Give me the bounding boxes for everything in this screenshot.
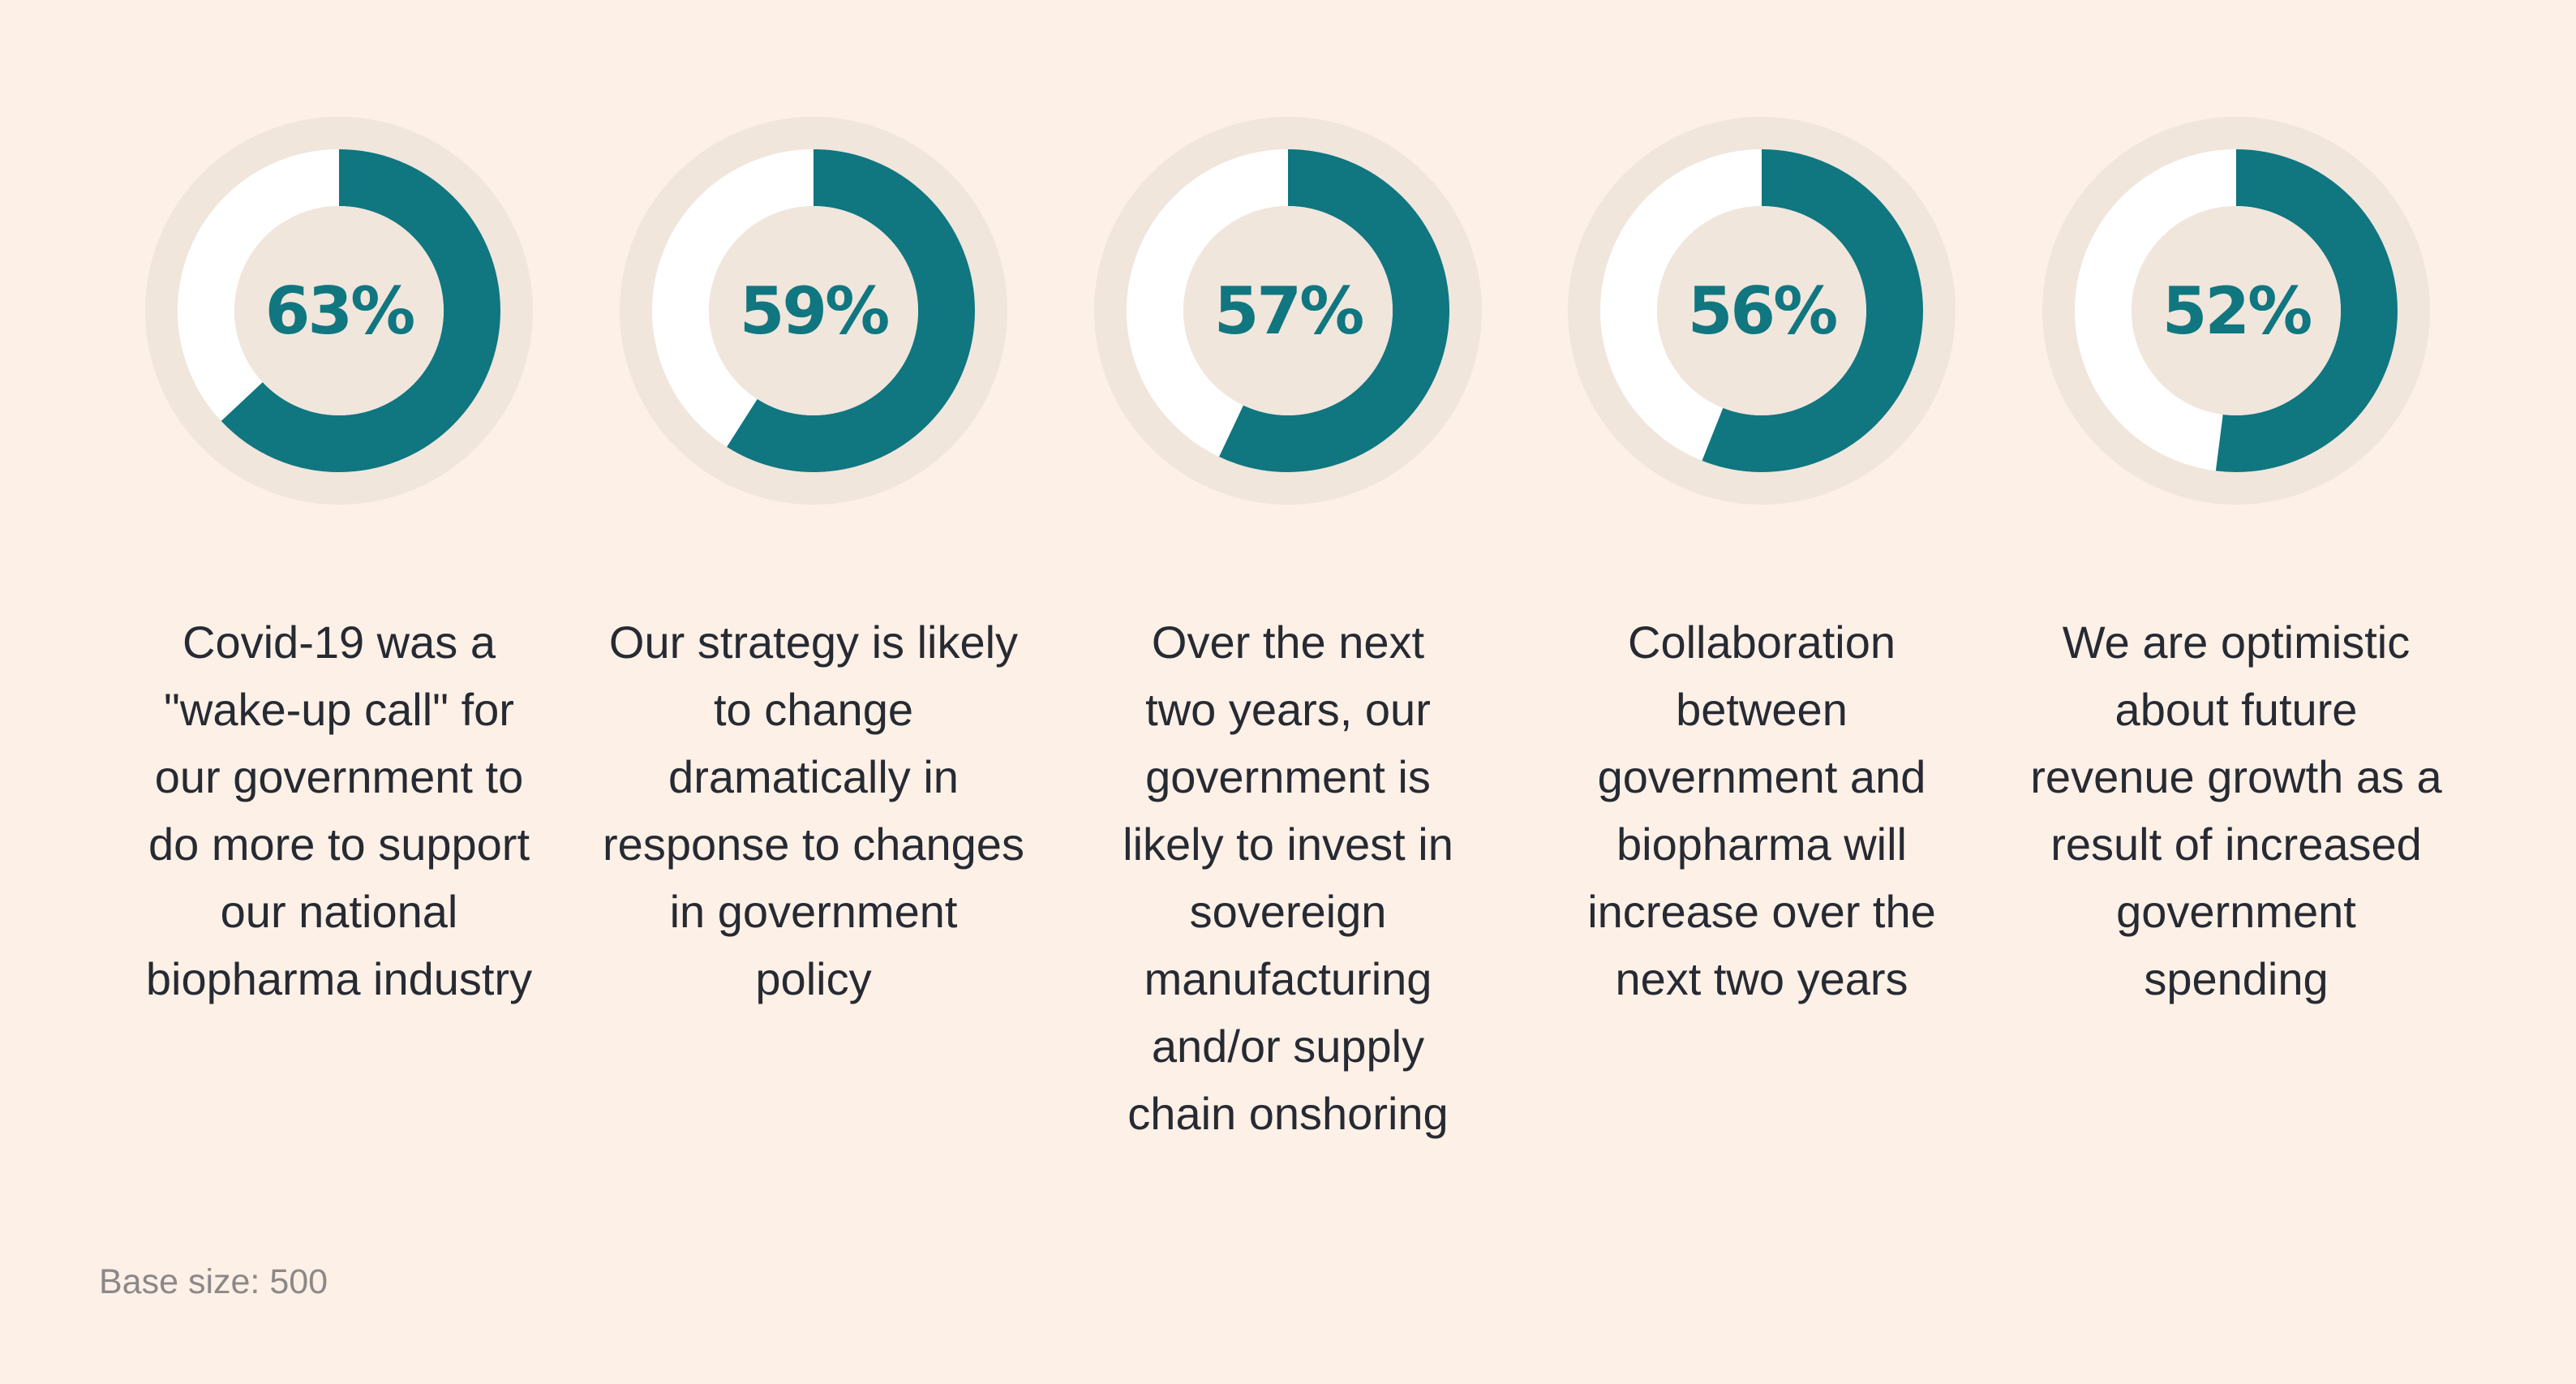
- donut-ring: [1568, 117, 1956, 505]
- statement-line: our government to: [154, 751, 524, 802]
- percentage-value: 59%: [739, 273, 890, 349]
- donut-item: 63% Covid-19 was a "wake-up call" for our g…: [104, 0, 574, 1217]
- statement-line: government and: [1597, 751, 1926, 802]
- donut-ring: [620, 117, 1007, 505]
- statement-line: next two years: [1615, 953, 1908, 1004]
- statement-line: our national: [220, 886, 458, 937]
- donut-ring: [1094, 117, 1482, 505]
- statement-line: biopharma industry: [145, 953, 533, 1004]
- donut-value-arc: [1600, 149, 1923, 472]
- statement-line: We are optimistic: [2062, 617, 2411, 668]
- statement-line: likely to invest in: [1123, 819, 1453, 870]
- statement-line: in government: [669, 886, 958, 937]
- donut-value-arc: [178, 149, 500, 472]
- donut-graphic: 59%: [619, 116, 1008, 505]
- statement-line: and/or supply: [1151, 1021, 1425, 1072]
- statement-label: Collaboration between government and biopha…: [1526, 608, 1997, 1012]
- statement-line: do more to support: [148, 819, 530, 870]
- statement-line: spending: [2144, 953, 2329, 1004]
- statement-line: two years, our: [1145, 684, 1431, 735]
- statement-label: Covid-19 was a "wake-up call" for our gove…: [104, 608, 574, 1012]
- percentage-value: 52%: [2162, 273, 2312, 349]
- donut-item: 52% We are optimistic about future revenue …: [2001, 0, 2471, 1217]
- statement-line: manufacturing: [1144, 953, 1432, 1004]
- statement-line: Collaboration: [1628, 617, 1896, 668]
- statement-line: government: [2116, 886, 2356, 937]
- statement-line: about future: [2114, 684, 2358, 735]
- statement-label: We are optimistic about future revenue gro…: [2001, 608, 2471, 1012]
- statement-line: chain onshoring: [1127, 1088, 1449, 1139]
- base-size-note: Base size: 500: [99, 1262, 328, 1301]
- donut-value-arc: [652, 149, 975, 472]
- statement-line: Our strategy is likely: [608, 617, 1019, 668]
- statement-line: increase over the: [1587, 886, 1936, 937]
- donut-ring: [145, 117, 533, 505]
- statement-line: dramatically in: [668, 751, 959, 802]
- donut-graphic: 52%: [2041, 116, 2431, 505]
- donut-graphic: 56%: [1567, 116, 1956, 505]
- donut-value-arc: [2075, 149, 2398, 472]
- statement-line: policy: [755, 953, 872, 1004]
- donut-item: 57% Over the next two years, our government…: [1053, 0, 1523, 1217]
- statement-line: Covid-19 was a: [182, 617, 496, 668]
- donut-graphic: 57%: [1093, 116, 1483, 505]
- statement-line: government is: [1145, 751, 1431, 802]
- percentage-value: 56%: [1687, 273, 1838, 349]
- statement-line: result of increased: [2050, 819, 2422, 870]
- donut-ring: [2042, 117, 2430, 505]
- statement-label: Over the next two years, our government is…: [1053, 608, 1523, 1147]
- statement-line: biopharma will: [1616, 819, 1907, 870]
- statement-line: "wake-up call" for: [164, 684, 514, 735]
- donut-item: 56% Collaboration between government and bio…: [1526, 0, 1997, 1217]
- statement-label: Our strategy is likely to change dramatica…: [578, 608, 1049, 1012]
- statement-line: between: [1676, 684, 1848, 735]
- statement-line: response to changes: [603, 819, 1024, 870]
- donut-value-arc: [1127, 149, 1449, 472]
- donut-item: 59% Our strategy is likely to change dramat…: [578, 0, 1049, 1217]
- percentage-value: 57%: [1213, 273, 1364, 349]
- statement-line: revenue growth as a: [2030, 751, 2442, 802]
- statement-line: sovereign: [1189, 886, 1387, 937]
- donut-graphic: 63%: [144, 116, 534, 505]
- percentage-value: 63%: [264, 273, 415, 349]
- statement-line: to change: [714, 684, 913, 735]
- statement-line: Over the next: [1151, 617, 1425, 668]
